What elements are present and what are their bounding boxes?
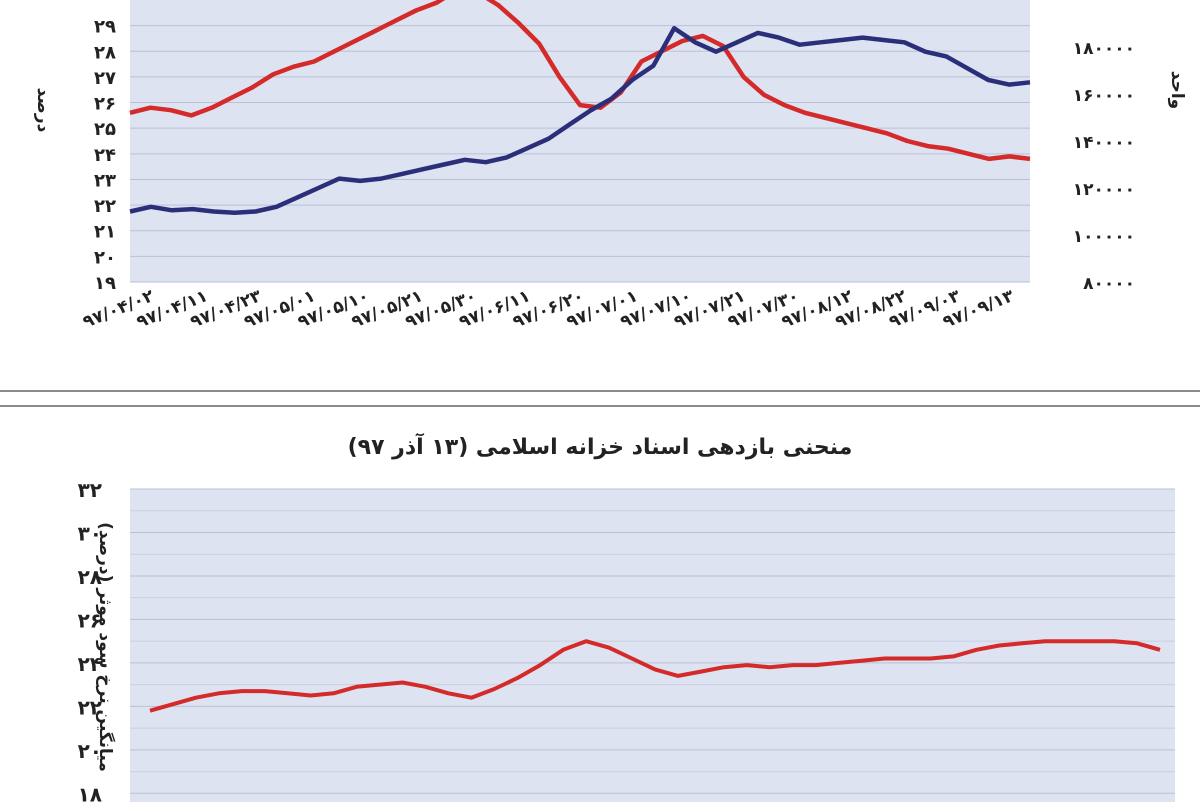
y-left-tick-label: ۲۸: [94, 42, 116, 63]
y-right-tick-label: ۱۲۰۰۰۰: [1073, 180, 1135, 200]
y-axis-title: میانگین نرخ سود موثر (درصد): [95, 522, 116, 772]
y-left-tick-label: ۲۳: [94, 170, 116, 191]
bottom-chart-panel: منحنی بازدهی اسناد خزانه اسلامی (۱۳ آذر …: [0, 405, 1200, 802]
y-tick-label: ۱۸: [78, 782, 102, 802]
y-right-tick-label: ۱۸۰۰۰۰: [1073, 39, 1135, 59]
y-tick-label: ۲۲: [78, 695, 102, 719]
top-chart: ۱۹ ۲۰ ۲۱ ۲۲ ۲۳ ۲۴ ۲۵ ۲۶ ۲۷ ۲۸ ۲۹ ۸۰۰۰۰ ۱۰۰۰۰۰ ۱۲۰۰۰۰ ۱…: [33, 0, 1187, 333]
yield-curve-line: [149, 639, 1161, 713]
y-right-axis-title: واحد: [1167, 71, 1187, 109]
y-left-tick-label: ۲۲: [94, 196, 116, 217]
chart-title: منحنی بازدهی اسناد خزانه اسلامی (۱۳ آذر …: [347, 435, 853, 460]
bottom-chart: ۱۸ ۲۰ ۲۲ ۲۴ ۲۶ ۲۸ ۳۰ ۳۲ میانگین نرخ سود موثر (در…: [78, 478, 1175, 802]
y-left-tick-label: ۲۱: [94, 222, 116, 243]
y-right-tick-label: ۱۴۰۰۰۰: [1073, 133, 1135, 153]
y-left-axis-title: درصد: [33, 88, 53, 133]
top-chart-panel: ۱۹ ۲۰ ۲۱ ۲۲ ۲۳ ۲۴ ۲۵ ۲۶ ۲۷ ۲۸ ۲۹ ۸۰۰۰۰ ۱۰۰۰۰۰ ۱۲۰۰۰۰ ۱…: [0, 0, 1200, 392]
plot-area: [130, 0, 1030, 282]
y-right-tick-label: ۱۶۰۰۰۰: [1073, 86, 1135, 106]
y-tick-label: ۲۰: [78, 739, 102, 763]
y-left-tick-label: ۲۷: [94, 68, 116, 89]
y-left-tick-label: ۲۵: [94, 119, 116, 140]
y-tick-label: ۳۰: [78, 521, 102, 545]
y-left-tick-label: ۱۹: [94, 273, 116, 294]
y-right-tick-label: ۱۰۰۰۰۰: [1073, 227, 1135, 247]
y-left-tick-label: ۲۹: [94, 17, 116, 38]
y-tick-label: ۲۴: [78, 652, 102, 676]
series-line-right-axis: [129, 25, 1031, 215]
y-left-tick-label: ۲۴: [94, 145, 116, 166]
y-left-tick-label: ۲۰: [94, 247, 116, 268]
y-tick-label: ۲۸: [78, 565, 102, 589]
y-tick-label: ۲۶: [78, 608, 102, 632]
series-line-left-axis: [129, 0, 1031, 162]
y-left-tick-label: ۲۶: [94, 94, 116, 115]
y-tick-label: ۳۲: [78, 478, 102, 502]
y-right-tick-label: ۸۰۰۰۰: [1083, 274, 1135, 294]
